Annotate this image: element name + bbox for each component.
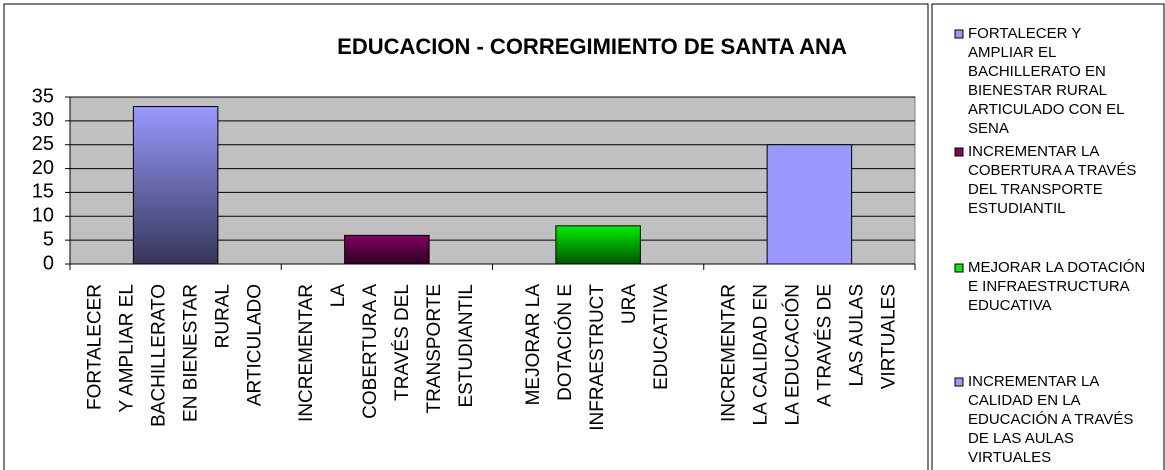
x-tick-label: EN BIENESTAR — [181, 284, 202, 422]
legend-label: MEJORAR LA DOTACIÓN — [968, 259, 1145, 276]
y-tick-label: 20 — [32, 157, 54, 179]
bar — [132, 106, 219, 265]
x-tick-label: LA CALIDAD EN — [750, 284, 771, 426]
legend-label: BACHILLERATO EN — [968, 63, 1106, 80]
x-tick-label: TRANSPORTE — [424, 284, 445, 414]
x-tick-label: INCREMENTAR — [718, 284, 739, 422]
x-tick-label: A TRAVÉS DE — [814, 284, 835, 407]
legend-frame — [931, 3, 1165, 470]
x-tick-label: FORTALECER — [85, 284, 106, 410]
legend-label: AMPLIAR EL — [968, 44, 1056, 61]
chart-title: EDUCACION - CORREGIMIENTO DE SANTA ANA — [337, 34, 847, 59]
x-tick-label: ARTICULADO — [245, 284, 266, 406]
x-tick-label: DOTACIÓN E — [554, 284, 576, 401]
legend-label: ESTUDIANTIL — [968, 200, 1066, 217]
bar — [555, 225, 641, 265]
legend-label: CALIDAD EN LA — [968, 392, 1081, 409]
legend-label: FORTALECER Y — [968, 25, 1081, 42]
legend-label: VIRTUALES — [968, 449, 1051, 466]
legend-swatch — [954, 377, 964, 387]
legend-label: SENA — [968, 120, 1009, 137]
legend-label: BIENESTAR RURAL — [968, 82, 1107, 99]
legend-swatch — [954, 147, 964, 157]
legend-label: ARTICULADO CON EL — [968, 101, 1124, 118]
x-tick-label: EDUCATIVA — [651, 284, 672, 390]
legend-label: INCREMENTAR LA — [968, 143, 1099, 160]
legend-label: COBERTURA A TRAVÉS — [968, 162, 1136, 179]
x-tick-label: RURAL — [213, 284, 234, 348]
legend-swatch — [954, 263, 964, 273]
y-tick-label: 5 — [43, 228, 54, 250]
legend-label: EDUCACIÓN A TRAVÉS — [968, 411, 1133, 428]
y-tick-label: 0 — [43, 252, 54, 274]
x-tick-label: TRAVÉS DEL — [392, 284, 413, 401]
legend-label: DEL TRANSPORTE — [968, 181, 1103, 198]
x-tick-label: LAS AULAS — [846, 284, 867, 386]
y-tick-label: 10 — [32, 205, 54, 227]
y-tick-label: 15 — [32, 181, 54, 203]
legend-label: DE LAS AULAS — [968, 430, 1074, 447]
x-tick-label: ESTUDIANTIL — [456, 284, 477, 408]
legend-label: E INFRAESTRUCTURA — [968, 278, 1130, 295]
legend-label: EDUCATIVA — [968, 297, 1052, 314]
bar — [766, 144, 853, 265]
y-tick-label: 30 — [32, 109, 54, 131]
x-tick-label: INFRAESTRUCT — [587, 284, 608, 431]
x-tick-label: INCREMENTAR — [296, 284, 317, 422]
y-tick-label: 25 — [32, 133, 54, 155]
bar — [344, 234, 430, 265]
x-tick-label: MEJORAR LA — [523, 284, 544, 406]
legend-swatch — [954, 29, 964, 39]
x-tick-label: BACHILLERATO — [149, 284, 170, 427]
legend-label: INCREMENTAR LA — [968, 373, 1099, 390]
x-tick-label: Y AMPLIAR EL — [117, 284, 138, 413]
x-tick-label: LA EDUCACIÓN — [781, 284, 803, 425]
x-tick-label: URA — [619, 284, 640, 324]
x-tick-label: VIRTUALES — [878, 284, 899, 389]
y-tick-label: 35 — [32, 85, 54, 107]
x-tick-label: COBERTURA A — [360, 284, 381, 419]
x-tick-label: LA — [328, 284, 349, 308]
